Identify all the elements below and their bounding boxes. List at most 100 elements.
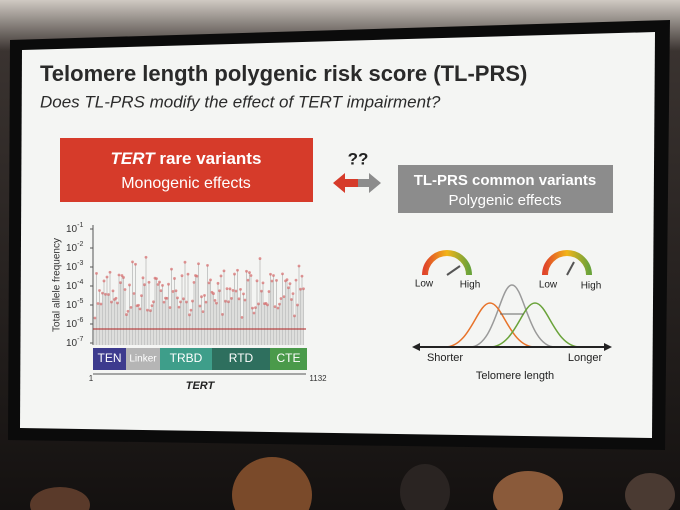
arrow-left — [333, 173, 358, 193]
head — [243, 298, 247, 302]
head — [288, 282, 292, 286]
head — [162, 300, 166, 304]
head — [150, 304, 154, 307]
domain — [126, 348, 160, 370]
head — [237, 297, 241, 301]
head — [206, 264, 209, 267]
right-subheading: Polygenic effects — [448, 192, 561, 209]
head — [158, 280, 161, 284]
domain — [212, 348, 270, 370]
curve-mid — [469, 284, 556, 348]
longer-label: Longer — [568, 352, 603, 364]
head — [299, 287, 302, 291]
head — [294, 278, 298, 282]
head — [225, 287, 229, 291]
tick-exponent: -7 — [77, 336, 83, 343]
head — [132, 292, 136, 295]
head — [110, 300, 113, 304]
head — [107, 293, 110, 296]
curve-long — [489, 302, 581, 348]
head — [221, 313, 224, 316]
head — [183, 260, 187, 264]
head — [152, 300, 155, 304]
head — [134, 262, 137, 266]
head — [219, 274, 223, 278]
gene: TERT — [111, 149, 157, 168]
head — [192, 280, 196, 284]
head — [173, 277, 176, 280]
domain-label: TEN — [98, 351, 122, 365]
head — [186, 272, 190, 276]
x-label: TERT — [186, 380, 216, 392]
head — [234, 289, 238, 293]
y-tick-label: 10-7 — [66, 336, 83, 349]
head — [165, 296, 169, 300]
head — [204, 300, 208, 304]
head — [270, 279, 274, 283]
head — [168, 306, 172, 309]
head — [180, 274, 184, 278]
head — [176, 296, 179, 300]
head — [207, 281, 211, 285]
head — [98, 289, 101, 292]
head — [293, 314, 296, 318]
distributions: Shorter Longer Telomere length — [412, 284, 612, 382]
head — [188, 313, 191, 317]
head — [95, 271, 98, 275]
head — [161, 283, 164, 287]
head — [228, 287, 232, 291]
head — [137, 303, 140, 307]
head — [493, 471, 563, 510]
head — [281, 272, 284, 276]
lollipop-plot: Total allele frequency 10-110-210-310-41… — [52, 222, 328, 392]
y-tick-label: 10-3 — [66, 260, 83, 273]
head — [242, 292, 245, 296]
head — [212, 292, 215, 295]
domain-bar: TEN Linker TRBD RTD CTE — [93, 348, 307, 370]
head — [99, 302, 103, 306]
domain-label: Linker — [129, 354, 157, 365]
title: Telomere length polygenic risk score (TL… — [40, 61, 527, 86]
gauge: Low High — [415, 250, 480, 291]
head — [159, 289, 163, 293]
tick-exponent: -2 — [77, 241, 83, 248]
head — [224, 299, 227, 303]
head — [215, 301, 218, 305]
head — [230, 296, 233, 300]
left-subheading: Monogenic effects — [121, 175, 251, 192]
curve-short — [444, 302, 536, 348]
head — [101, 291, 104, 295]
head — [272, 274, 275, 277]
head — [198, 304, 202, 308]
head — [213, 298, 217, 302]
head — [179, 300, 182, 304]
gauge-low: Low — [415, 279, 434, 290]
head — [239, 287, 242, 291]
domain-label: TRBD — [170, 351, 203, 365]
head — [240, 316, 244, 319]
x-start: 1 — [89, 374, 94, 383]
head — [290, 298, 293, 301]
head — [177, 305, 181, 309]
left-box — [60, 138, 313, 202]
head — [249, 274, 253, 277]
domain — [93, 348, 126, 370]
arrow-right — [358, 173, 381, 193]
tick-base: 10 — [66, 243, 78, 254]
head — [149, 309, 152, 313]
y-tick-label: 10-1 — [66, 222, 83, 235]
head — [141, 276, 145, 280]
y-tick-label: 10-5 — [66, 298, 83, 311]
head — [282, 295, 286, 299]
head — [260, 289, 263, 293]
head — [203, 294, 206, 297]
head — [123, 288, 127, 291]
head — [30, 487, 90, 510]
lollipops — [93, 255, 306, 345]
head — [138, 307, 142, 311]
head — [258, 257, 262, 260]
head — [140, 294, 143, 298]
head — [197, 262, 200, 266]
